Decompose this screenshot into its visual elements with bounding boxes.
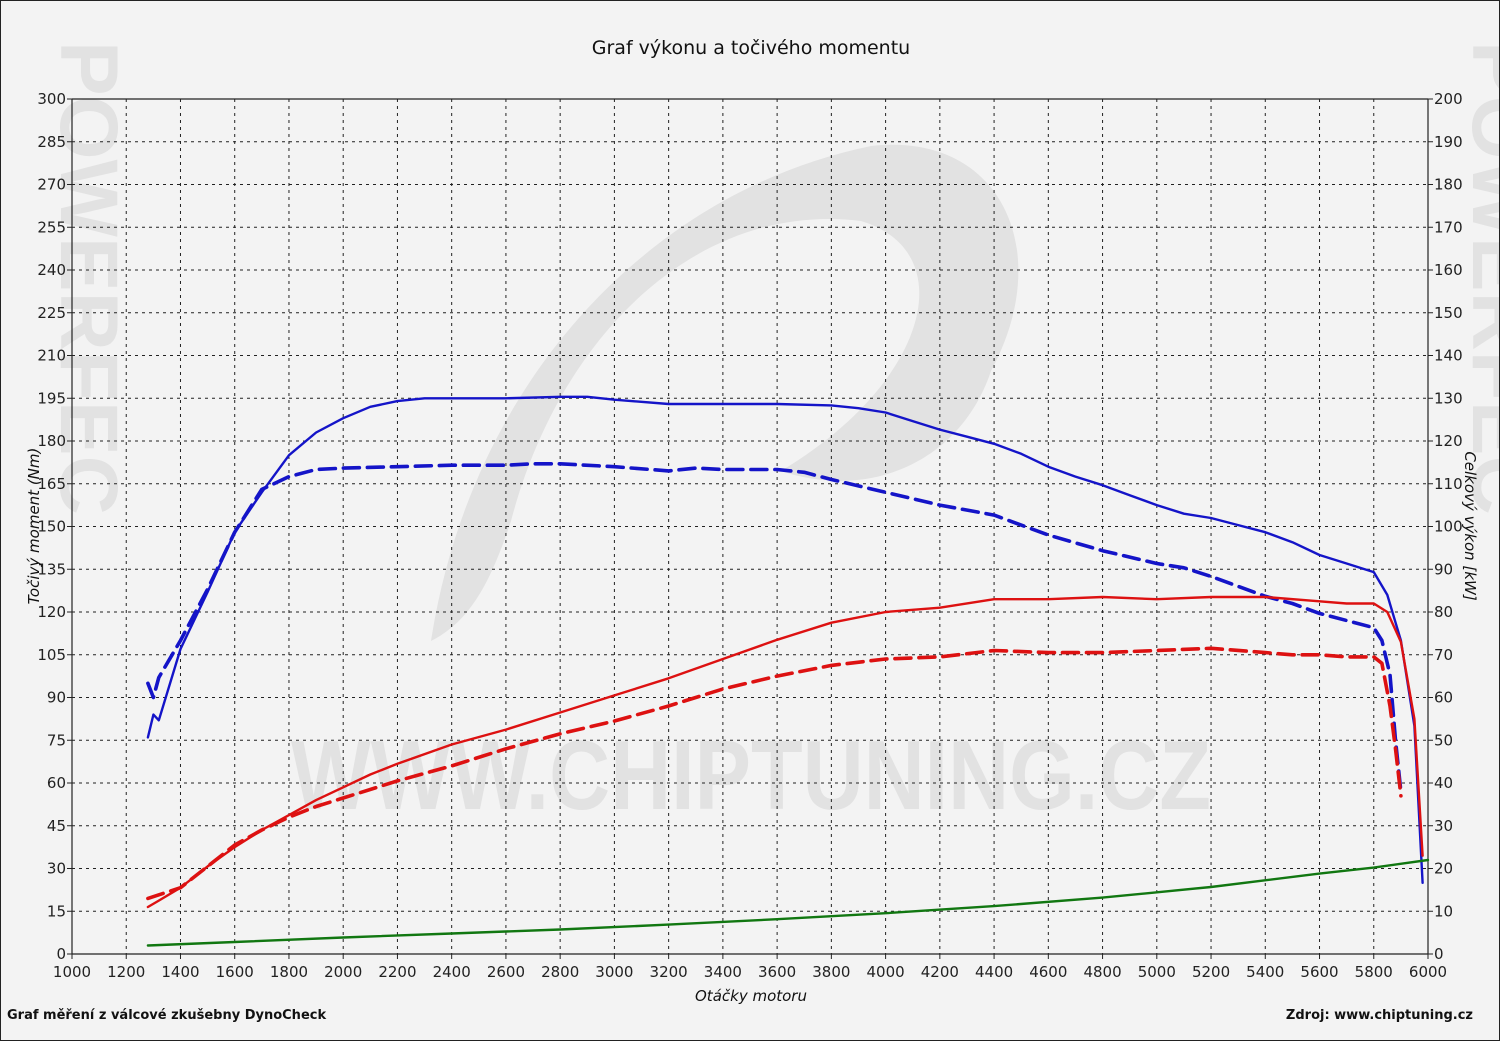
right-axis-title: Celkový výkon [kW]: [1461, 451, 1479, 601]
y-right-tick-label: 100: [1434, 518, 1463, 536]
y-left-tick-label: 30: [47, 860, 66, 878]
x-tick-label: 1600: [216, 963, 254, 981]
y-right-tick-label: 130: [1434, 389, 1463, 407]
y-left-tick-label: 105: [37, 646, 66, 664]
y-left-tick-label: 60: [47, 774, 66, 792]
x-axis-title: Otáčky motoru: [695, 987, 807, 1005]
y-right-tick-label: 150: [1434, 304, 1463, 322]
x-tick-label: 1800: [270, 963, 308, 981]
x-tick-label: 4800: [1083, 963, 1121, 981]
x-tick-label: 5600: [1300, 963, 1338, 981]
watermark-side-left: POWERFEC: [43, 41, 134, 515]
footer-right-text: Zdroj: www.chiptuning.cz: [1286, 1008, 1473, 1023]
y-right-tick-label: 110: [1434, 475, 1463, 493]
x-tick-label: 1000: [53, 963, 91, 981]
watermark-center-text: WWW.CHIPTUNING.CZ: [291, 720, 1211, 830]
y-right-tick-label: 20: [1434, 860, 1453, 878]
y-left-tick-label: 180: [37, 432, 66, 450]
x-tick-label: 3800: [812, 963, 850, 981]
x-tick-label: 4000: [867, 963, 905, 981]
watermark-side-right: POWERFEC: [1455, 41, 1499, 515]
y-right-tick-label: 60: [1434, 689, 1453, 707]
y-left-tick-label: 0: [56, 945, 66, 963]
x-tick-label: 2200: [378, 963, 416, 981]
x-tick-label: 4600: [1029, 963, 1067, 981]
y-left-tick-label: 225: [37, 304, 66, 322]
y-left-tick-label: 300: [37, 90, 66, 108]
left-axis-title: Točivý moment (Nm): [25, 448, 43, 605]
y-right-tick-label: 200: [1434, 90, 1463, 108]
x-tick-label: 1200: [107, 963, 145, 981]
y-right-tick-label: 90: [1434, 560, 1453, 578]
y-right-tick-label: 190: [1434, 133, 1463, 151]
series-lines: [146, 395, 1430, 947]
y-right-tick-label: 170: [1434, 218, 1463, 236]
x-tick-label: 3200: [650, 963, 688, 981]
y-right-tick-label: 120: [1434, 432, 1463, 450]
watermark-swoosh-icon: [431, 144, 1019, 641]
x-tick-label: 1400: [161, 963, 199, 981]
y-left-tick-label: 240: [37, 261, 66, 279]
y-left-tick-label: 150: [37, 518, 66, 536]
loss-line: [146, 858, 1430, 947]
y-left-tick-label: 120: [37, 603, 66, 621]
y-right-tick-label: 160: [1434, 261, 1463, 279]
y-right-tick-label: 140: [1434, 347, 1463, 365]
watermark: WWW.CHIPTUNING.CZ POWERFEC POWERFEC: [43, 41, 1499, 830]
y-left-tick-label: 270: [37, 176, 66, 194]
y-right-tick-label: 40: [1434, 774, 1453, 792]
y-left-tick-label: 285: [37, 133, 66, 151]
x-tick-label: 3400: [704, 963, 742, 981]
torque-stock-line: [146, 461, 1403, 794]
y-right-tick-label: 0: [1434, 945, 1444, 963]
y-right-tick-label: 180: [1434, 176, 1463, 194]
y-left-tick-label: 255: [37, 218, 66, 236]
y-left-tick-label: 195: [37, 389, 66, 407]
torque-tuned-line: [146, 395, 1424, 884]
y-left-tick-label: 210: [37, 347, 66, 365]
x-tick-label: 5200: [1192, 963, 1230, 981]
y-right-tick-label: 30: [1434, 817, 1453, 835]
x-tick-label: 6000: [1409, 963, 1447, 981]
grid: [67, 98, 1433, 959]
y-left-tick-label: 135: [37, 560, 66, 578]
y-left-tick-label: 45: [47, 817, 66, 835]
x-tick-label: 2600: [487, 963, 525, 981]
x-tick-label: 4400: [975, 963, 1013, 981]
tick-labels: 1000 1200 1400 1600 1800 2000 2200 2400 2600 2800…: [37, 90, 1462, 981]
power-stock-line: [146, 646, 1403, 901]
x-tick-label: 4200: [921, 963, 959, 981]
x-tick-label: 5800: [1355, 963, 1393, 981]
x-tick-label: 5000: [1138, 963, 1176, 981]
x-tick-label: 2800: [541, 963, 579, 981]
x-tick-label: 2400: [433, 963, 471, 981]
x-tick-label: 2000: [324, 963, 362, 981]
chart-title: Graf výkonu a točivého momentu: [592, 37, 910, 59]
y-left-tick-label: 90: [47, 689, 66, 707]
x-tick-label: 3600: [758, 963, 796, 981]
y-right-tick-label: 80: [1434, 603, 1453, 621]
y-right-tick-label: 10: [1434, 902, 1453, 920]
footer-left-text: Graf měření z válcové zkušebny DynoCheck: [7, 1008, 326, 1023]
x-tick-label: 3000: [595, 963, 633, 981]
y-right-tick-label: 70: [1434, 646, 1453, 664]
x-tick-label: 5400: [1246, 963, 1284, 981]
y-left-tick-label: 165: [37, 475, 66, 493]
y-right-tick-label: 50: [1434, 731, 1453, 749]
y-left-tick-label: 75: [47, 731, 66, 749]
y-left-tick-label: 15: [47, 902, 66, 920]
